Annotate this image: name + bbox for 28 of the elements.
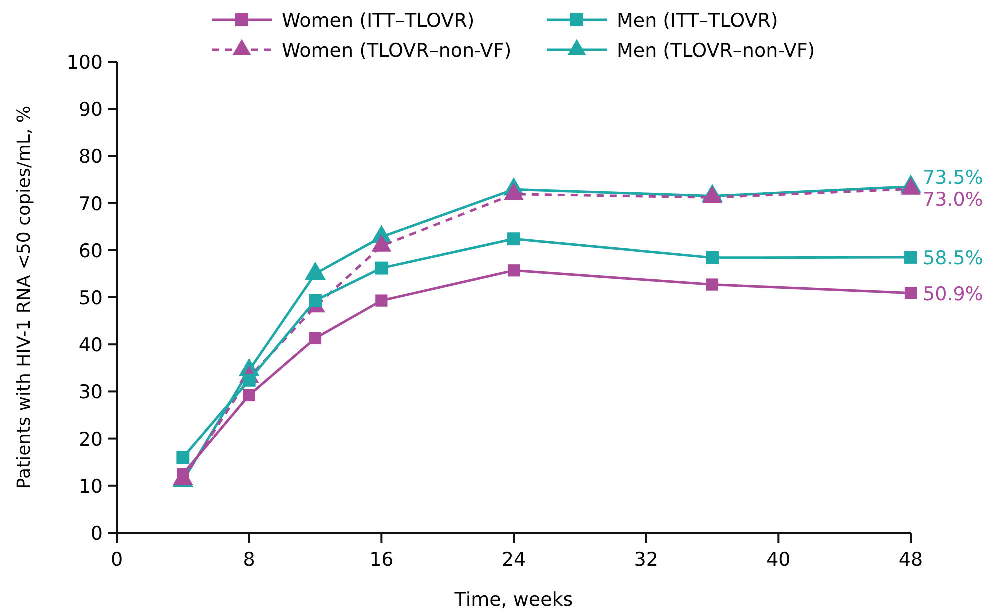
- legend-label: Women (TLOVR–non-VF): [282, 40, 512, 62]
- data-label: 73.5%: [923, 166, 984, 189]
- x-axis-title: Time, weeks: [454, 589, 574, 611]
- data-label: 73.0%: [923, 188, 984, 211]
- x-tick-label: 32: [634, 549, 658, 571]
- x-tick-label: 8: [243, 549, 256, 571]
- x-tick-label: 24: [502, 549, 526, 571]
- y-tick-label: 60: [78, 240, 103, 262]
- y-tick-label: 10: [78, 476, 103, 498]
- x-tick-label: 16: [370, 549, 394, 571]
- x-tick-label: 48: [898, 549, 924, 571]
- y-tick-label: 90: [78, 99, 103, 122]
- y-tick-label: 20: [78, 428, 103, 451]
- data-label: 50.9%: [923, 283, 984, 306]
- y-tick-label: 40: [78, 334, 103, 357]
- legend-label: Men (TLOVR–non-VF): [617, 40, 816, 62]
- x-tick-label: 0: [110, 549, 124, 571]
- y-tick-label: 70: [78, 193, 103, 216]
- y-tick-label: 80: [78, 146, 103, 168]
- y-tick-label: 100: [66, 52, 103, 74]
- legend-label: Men (ITT–TLOVR): [617, 10, 778, 32]
- y-axis-title: Patients with HIV-1 RNA <50 copies/mL, %: [14, 106, 35, 490]
- y-tick-label: 30: [78, 382, 103, 404]
- legend-label: Women (ITT–TLOVR): [282, 10, 475, 32]
- y-tick-label: 0: [90, 523, 103, 545]
- x-tick-label: 40: [766, 549, 791, 571]
- y-tick-label: 50: [78, 288, 103, 310]
- data-label: 58.5%: [923, 247, 984, 270]
